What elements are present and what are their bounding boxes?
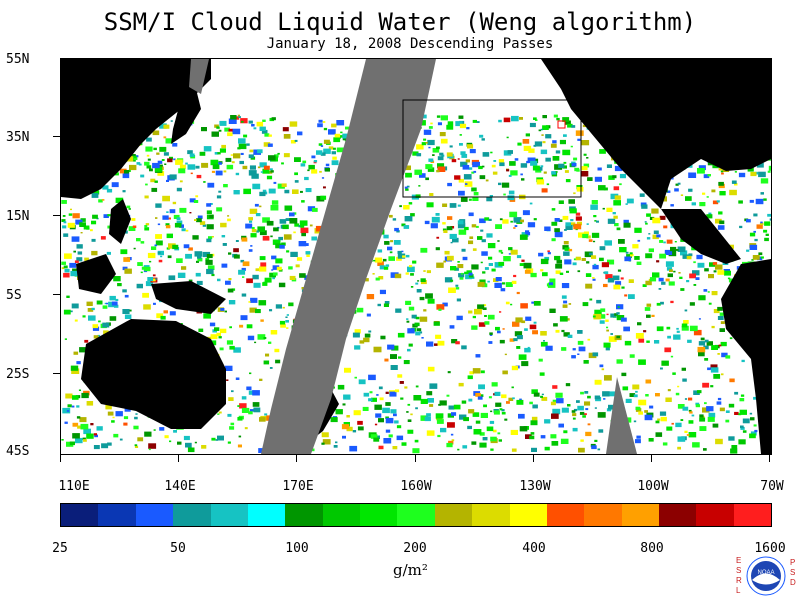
- colorbar-swatch: [61, 504, 99, 526]
- colorbar-swatch: [546, 504, 585, 526]
- colorbar-swatch: [322, 504, 360, 526]
- swath-gap-south: [606, 377, 637, 454]
- colorbar-swatch: [135, 504, 174, 526]
- logo-letter: S: [790, 568, 795, 577]
- logo-letter: P: [790, 558, 795, 567]
- swath-gap-north: [189, 59, 209, 94]
- map-graphic: [61, 59, 771, 454]
- colorbar-swatch: [247, 504, 286, 526]
- lat-label-25s: 25S: [6, 367, 30, 382]
- lon-label-70w: 70W: [760, 479, 784, 494]
- land-australia: [81, 319, 226, 429]
- colorbar-swatch: [210, 504, 248, 526]
- lon-tick: [60, 454, 61, 462]
- land-masses: [61, 59, 771, 454]
- colorbar-swatch: [360, 504, 398, 526]
- colorbar-swatch: [659, 504, 697, 526]
- lat-tick: [53, 215, 60, 216]
- lon-label-140e: 140E: [164, 479, 196, 494]
- point-marker: [557, 120, 566, 129]
- logo-letter: R: [736, 576, 742, 585]
- logo-letter: S: [736, 566, 741, 575]
- colorbar-label: 25: [52, 541, 68, 556]
- land-borneo: [76, 254, 116, 294]
- land-north-america: [541, 59, 771, 209]
- colorbar-label: 400: [522, 541, 546, 556]
- colorbar-swatch: [98, 504, 136, 526]
- land-japan: [171, 89, 201, 144]
- land-south-america: [721, 259, 771, 454]
- logo-center-text: NOAA: [757, 570, 774, 576]
- land-philippines: [109, 199, 131, 244]
- map-subtitle: January 18, 2008 Descending Passes: [266, 36, 554, 52]
- colorbar-swatch: [285, 504, 323, 526]
- lat-label-35n: 35N: [6, 130, 30, 145]
- colorbar-swatch: [472, 504, 510, 526]
- colorbar-label: 800: [640, 541, 664, 556]
- land-asia: [61, 59, 211, 199]
- map-panel: [60, 58, 772, 455]
- lon-tick: [415, 454, 416, 462]
- colorbar-swatch: [696, 504, 734, 526]
- lon-label-160w: 160W: [400, 479, 432, 494]
- lon-label-170e: 170E: [282, 479, 314, 494]
- lat-label-5s: 5S: [6, 288, 22, 303]
- colorbar-label: 1600: [754, 541, 786, 556]
- map-title: SSM/I Cloud Liquid Water (Weng algorithm…: [103, 8, 697, 36]
- lat-tick: [53, 373, 60, 374]
- lat-tick: [53, 136, 60, 137]
- lon-tick: [296, 454, 297, 462]
- region-box: [402, 99, 582, 198]
- colorbar-swatch: [621, 504, 659, 526]
- lat-label-15n: 15N: [6, 209, 30, 224]
- lat-tick: [53, 294, 60, 295]
- colorbar-swatch: [434, 504, 473, 526]
- land-new-guinea: [151, 281, 226, 314]
- lat-label-45s: 45S: [6, 444, 30, 459]
- lon-tick: [769, 454, 770, 462]
- lon-tick: [533, 454, 534, 462]
- colorbar-swatch: [397, 504, 435, 526]
- colorbar-swatch: [173, 504, 211, 526]
- lon-label-100w: 100W: [637, 479, 669, 494]
- colorbar-label: 200: [403, 541, 427, 556]
- lon-tick: [178, 454, 179, 462]
- swath-gap-main: [261, 59, 436, 454]
- logo-letter: D: [790, 578, 796, 587]
- colorbar: [60, 503, 772, 527]
- no-data-swaths: [189, 59, 637, 454]
- colorbar-swatch: [584, 504, 622, 526]
- colorbar-label: 50: [170, 541, 186, 556]
- colorbar-swatch: [509, 504, 547, 526]
- colorbar-swatch: [733, 504, 772, 526]
- lon-label-110e: 110E: [58, 479, 90, 494]
- land-central-america: [661, 209, 741, 264]
- logo-letter: E: [736, 556, 741, 565]
- lat-label-55n: 55N: [6, 52, 30, 67]
- lon-tick: [651, 454, 652, 462]
- logo-letter: L: [736, 586, 741, 595]
- lon-label-130w: 130W: [519, 479, 551, 494]
- units-label: g/m²: [393, 561, 428, 579]
- colorbar-label: 100: [285, 541, 309, 556]
